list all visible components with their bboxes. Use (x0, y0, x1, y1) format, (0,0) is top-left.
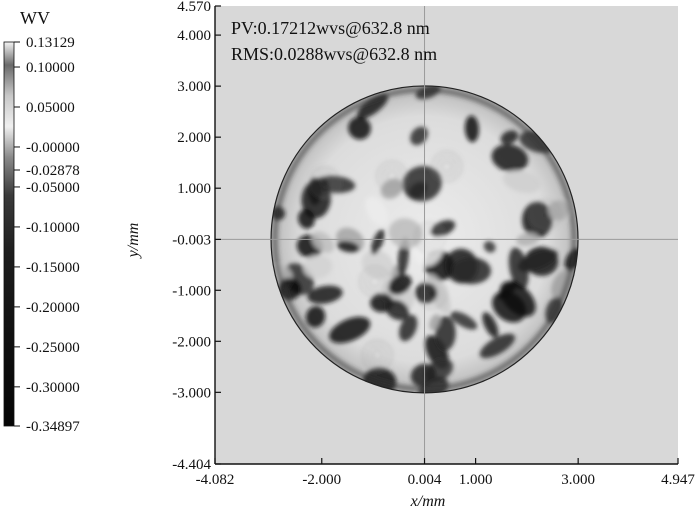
colorbar (3, 41, 15, 427)
y-axis-ticks: 4.570 4.000 3.000 2.000 1.000 -0.003 -1.000 -2.… (172, 0, 221, 473)
colorbar-ticks: 0.131290.100000.05000-0.00000-0.02878-0.… (14, 35, 80, 435)
colorbar-tick-label: -0.30000 (26, 380, 80, 396)
x-tick-label: 3.000 (561, 472, 595, 488)
x-axis-title: x/mm (410, 493, 446, 510)
y-tick-label: 4.570 (177, 0, 211, 15)
x-axis-ticks: -4.082 -2.000 0.004 1.000 3.000 4.947 (196, 458, 695, 488)
x-tick-label: 1.000 (459, 472, 493, 488)
y-tick-label: -0.003 (172, 232, 211, 248)
colorbar-tick-label: -0.02878 (26, 163, 80, 179)
rms-annotation: RMS:0.0288wvs@632.8 nm (231, 44, 437, 64)
y-tick-label: 2.000 (177, 130, 211, 146)
y-tick-label: -3.000 (172, 385, 211, 401)
y-tick-label: 1.000 (177, 181, 211, 197)
x-tick-label: -4.082 (196, 472, 235, 488)
x-tick-label: -2.000 (302, 472, 341, 488)
colorbar-tick-label: -0.34897 (26, 419, 80, 435)
colorbar-tick-label: -0.05000 (26, 180, 80, 196)
y-tick-label: -2.000 (172, 334, 211, 350)
colorbar-tick-label: -0.20000 (26, 300, 80, 316)
y-tick-label: 4.000 (177, 28, 211, 44)
y-tick-label: 3.000 (177, 79, 211, 95)
y-axis-title: y/mm (125, 223, 142, 260)
colorbar-tick-label: 0.05000 (26, 100, 75, 116)
colorbar-tick-label: -0.00000 (26, 140, 80, 156)
colorbar-tick-label: -0.10000 (26, 220, 80, 236)
colorbar-tick-label: -0.15000 (26, 260, 80, 276)
x-tick-label: 0.004 (408, 472, 442, 488)
y-tick-label: -1.000 (172, 283, 211, 299)
y-tick-label: -4.404 (172, 457, 211, 473)
colorbar-unit-label: WV (20, 8, 50, 28)
colorbar-tick-label: -0.25000 (26, 340, 80, 356)
x-tick-label: 4.947 (661, 472, 695, 488)
colorbar-tick-label: 0.13129 (26, 35, 75, 51)
colorbar-tick-label: 0.10000 (26, 60, 75, 76)
pv-annotation: PV:0.17212wvs@632.8 nm (231, 18, 430, 38)
